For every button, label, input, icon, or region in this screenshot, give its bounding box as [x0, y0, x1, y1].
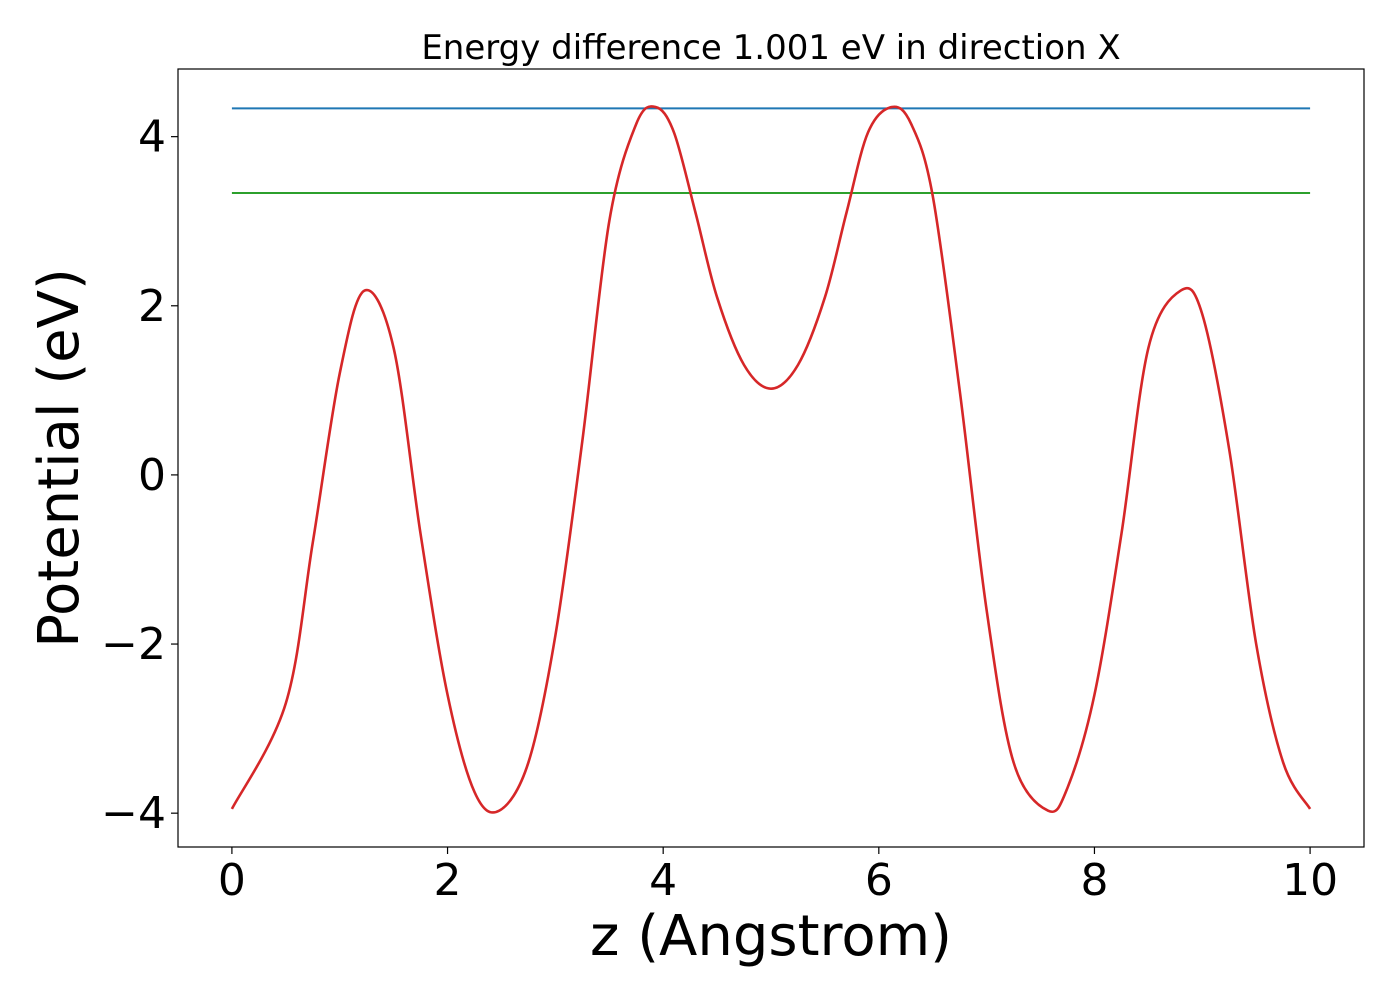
x-tick-label: 8: [1080, 855, 1108, 906]
plot-frame: [177, 68, 1365, 848]
y-tick-label: 0: [138, 450, 166, 501]
y-tick-label: −4: [101, 788, 166, 839]
y-tick-label: −2: [101, 619, 166, 670]
x-axis-title: z (Angstrom): [590, 904, 952, 969]
plot-area: [230, 105, 1312, 814]
y-tick-label: 4: [138, 112, 166, 163]
x-tick-label: 10: [1282, 855, 1338, 906]
x-tick-label: 2: [434, 855, 462, 906]
x-tick-label: 4: [649, 855, 677, 906]
y-tick-label: 2: [138, 281, 166, 332]
y-axis: −4 −2 0 2 4: [101, 112, 178, 839]
x-tick-label: 0: [218, 855, 246, 906]
x-tick-label: 6: [865, 855, 893, 906]
x-axis: 0 2 4 6 8 10: [218, 847, 1338, 906]
potential-curve: [230, 105, 1312, 814]
chart-title: Energy difference 1.001 eV in direction …: [421, 28, 1120, 68]
y-axis-title: Potential (eV): [27, 268, 92, 648]
